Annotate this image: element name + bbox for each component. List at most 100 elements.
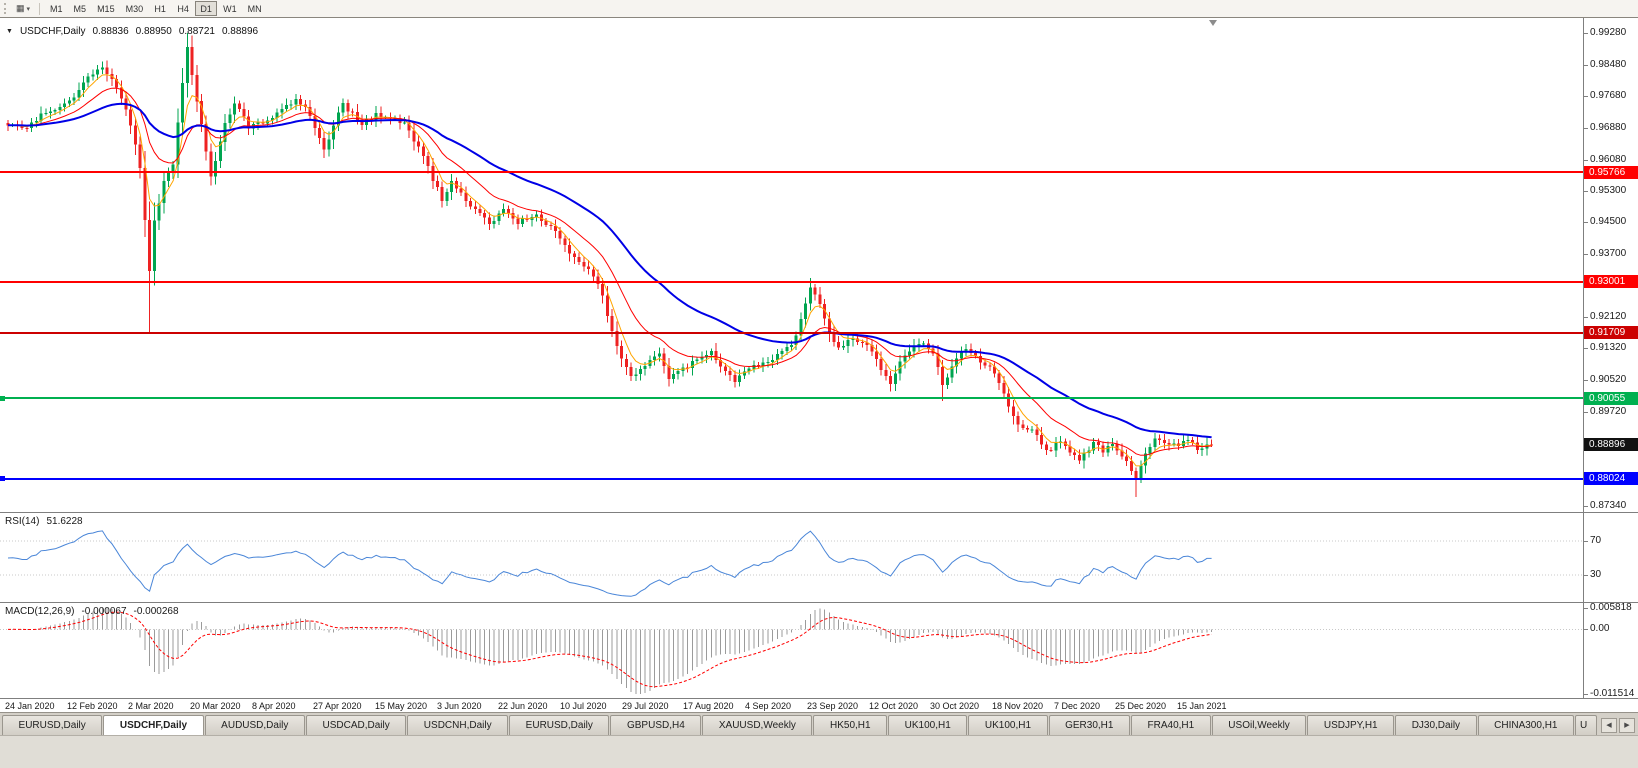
macd-name: MACD(12,26,9) <box>5 606 75 617</box>
toolbar-separator <box>39 2 41 15</box>
timeframe-button-m1[interactable]: M1 <box>45 1 68 16</box>
tab-audusd-daily[interactable]: AUDUSD,Daily <box>204 715 305 735</box>
price-axis-label: 0.96880 <box>1590 122 1627 134</box>
timeframe-button-m5[interactable]: M5 <box>69 1 92 16</box>
time-axis-label: 20 Mar 2020 <box>190 701 241 711</box>
price-axis-label: 0.96080 <box>1590 153 1627 165</box>
ohlc-high: 0.88950 <box>135 26 172 37</box>
tab-ger30-h1[interactable]: GER30,H1 <box>1048 715 1130 735</box>
timeframe-button-w1[interactable]: W1 <box>218 1 242 16</box>
price-tag-0.88024: 0.88024 <box>1584 472 1638 486</box>
tab-usoil-weekly[interactable]: USOil,Weekly <box>1211 715 1307 735</box>
axis-tick <box>1584 317 1588 318</box>
tab-eurusd-daily[interactable]: EURUSD,Daily <box>2 715 103 735</box>
price-tag-0.91709: 0.91709 <box>1584 326 1638 340</box>
time-axis-label: 4 Sep 2020 <box>745 701 792 711</box>
timeframe-button-h1[interactable]: H1 <box>149 1 171 16</box>
time-axis-label: 2 Mar 2020 <box>128 701 174 711</box>
tab-usdjpy-h1[interactable]: USDJPY,H1 <box>1307 715 1395 735</box>
macd-panel: MACD(12,26,9) -0.000067 -0.000268 0.0058… <box>0 602 1638 699</box>
status-bar <box>0 735 1638 768</box>
timeframe-button-m30[interactable]: M30 <box>121 1 149 16</box>
axis-tick <box>1584 128 1588 129</box>
rsi-plot[interactable] <box>0 513 1583 602</box>
chart-window: ▼ USDCHF,Daily 0.88836 0.88950 0.88721 0… <box>0 18 1638 712</box>
macd-histogram <box>12 608 1213 694</box>
price-axis[interactable]: 0.99280 0.98480 0.97680 0.96880 0.96080 0.953… <box>1583 18 1638 512</box>
timeframes-toolbar: ▦ ▾ M1 M5 M15 M30 H1 H4 D1 W1 MN <box>0 0 1638 18</box>
price-axis-label: 0.93700 <box>1590 248 1627 260</box>
tab-hk50-h1[interactable]: HK50,H1 <box>813 715 888 735</box>
horizontal-line-0.95766[interactable] <box>0 171 1583 174</box>
axis-tick <box>1584 191 1588 192</box>
toolbar-grip[interactable] <box>4 3 8 14</box>
tab-scroll-controls: ◀ ▶ <box>1598 715 1638 735</box>
timeframe-button-d1[interactable]: D1 <box>195 1 218 16</box>
rsi-axis[interactable]: 70 30 <box>1583 513 1638 602</box>
tab-usdchf-daily[interactable]: USDCHF,Daily <box>103 715 204 735</box>
tab-dj30-daily[interactable]: DJ30,Daily <box>1395 715 1477 735</box>
hline-handle[interactable] <box>0 395 5 401</box>
tab-u[interactable]: U <box>1575 715 1598 735</box>
time-axis-label: 30 Oct 2020 <box>930 701 980 711</box>
tab-scroll-left-button[interactable]: ◀ <box>1601 717 1617 733</box>
time-axis-label: 17 Aug 2020 <box>683 701 734 711</box>
time-axis-label: 23 Sep 2020 <box>807 701 859 711</box>
rsi-label: RSI(14) 51.6228 <box>5 516 83 527</box>
tab-china300-h1[interactable]: CHINA300,H1 <box>1477 715 1575 735</box>
price-axis-label: 0.97680 <box>1590 90 1627 102</box>
time-axis-label: 12 Oct 2020 <box>869 701 919 711</box>
time-axis-label: 25 Dec 2020 <box>1115 701 1167 711</box>
timeframe-button-h4[interactable]: H4 <box>172 1 194 16</box>
macd-label: MACD(12,26,9) -0.000067 -0.000268 <box>5 606 179 617</box>
rsi-value: 51.6228 <box>46 516 83 527</box>
timeframe-button-m15[interactable]: M15 <box>92 1 120 16</box>
time-axis-label: 15 Jan 2021 <box>1177 701 1227 711</box>
tab-eurusd-daily[interactable]: EURUSD,Daily <box>509 715 610 735</box>
tab-usdcad-daily[interactable]: USDCAD,Daily <box>305 715 407 735</box>
hline-handle[interactable] <box>0 476 5 482</box>
chart-menu-icon[interactable]: ▼ <box>6 28 13 35</box>
tab-gbpusd-h4[interactable]: GBPUSD,H4 <box>610 715 702 735</box>
tab-xauusd-weekly[interactable]: XAUUSD,Weekly <box>702 715 813 735</box>
timeframe-button-mn[interactable]: MN <box>243 1 267 16</box>
axis-tick <box>1584 541 1588 542</box>
axis-tick <box>1584 96 1588 97</box>
rsi-name: RSI(14) <box>5 516 40 527</box>
tab-uk100-h1[interactable]: UK100,H1 <box>888 715 968 735</box>
candlestick-plot[interactable] <box>0 18 1583 512</box>
horizontal-line-0.93001[interactable] <box>0 280 1583 283</box>
time-axis[interactable]: 24 Jan 2020 12 Feb 2020 2 Mar 2020 20 Mar 2… <box>0 698 1638 712</box>
rsi-line <box>7 530 1212 597</box>
chart-tab-bar: EURUSD,Daily USDCHF,Daily AUDUSD,Daily USDC… <box>0 712 1638 735</box>
time-axis-label: 15 May 2020 <box>375 701 428 711</box>
time-axis-label: 24 Jan 2020 <box>5 701 55 711</box>
macd-axis-label: 0.005818 <box>1590 602 1632 613</box>
axis-tick <box>1584 412 1588 413</box>
price-axis-label: 0.89720 <box>1590 405 1627 417</box>
axis-tick <box>1584 608 1588 609</box>
horizontal-line-0.90055[interactable] <box>0 397 1583 400</box>
macd-axis[interactable]: 0.005818 0.00 -0.011514 <box>1583 602 1638 699</box>
axis-tick <box>1584 254 1588 255</box>
price-axis-label: 0.91320 <box>1590 342 1627 354</box>
chart-shift-marker[interactable] <box>1208 20 1217 26</box>
main-chart-panel: ▼ USDCHF,Daily 0.88836 0.88950 0.88721 0… <box>0 18 1638 512</box>
rsi-axis-label: 30 <box>1590 569 1602 581</box>
rsi-panel: RSI(14) 51.6228 70 30 <box>0 512 1638 602</box>
time-axis-label: 27 Apr 2020 <box>313 701 362 711</box>
price-axis-label: 0.94500 <box>1590 216 1627 228</box>
tab-scroll-right-button[interactable]: ▶ <box>1619 717 1635 733</box>
price-tag-0.93001: 0.93001 <box>1584 275 1638 289</box>
tab-usdcnh-daily[interactable]: USDCNH,Daily <box>407 715 509 735</box>
axis-tick <box>1584 629 1588 630</box>
macd-signal-line <box>7 611 1212 688</box>
tab-uk100-h1[interactable]: UK100,H1 <box>968 715 1048 735</box>
chart-type-button[interactable]: ▦ ▾ <box>12 1 34 16</box>
time-axis-label: 3 Jun 2020 <box>437 701 482 711</box>
horizontal-line-0.91709[interactable] <box>0 331 1583 334</box>
tab-fra40-h1[interactable]: FRA40,H1 <box>1131 715 1211 735</box>
horizontal-line-0.88024[interactable] <box>0 477 1583 480</box>
macd-plot[interactable] <box>0 603 1583 698</box>
